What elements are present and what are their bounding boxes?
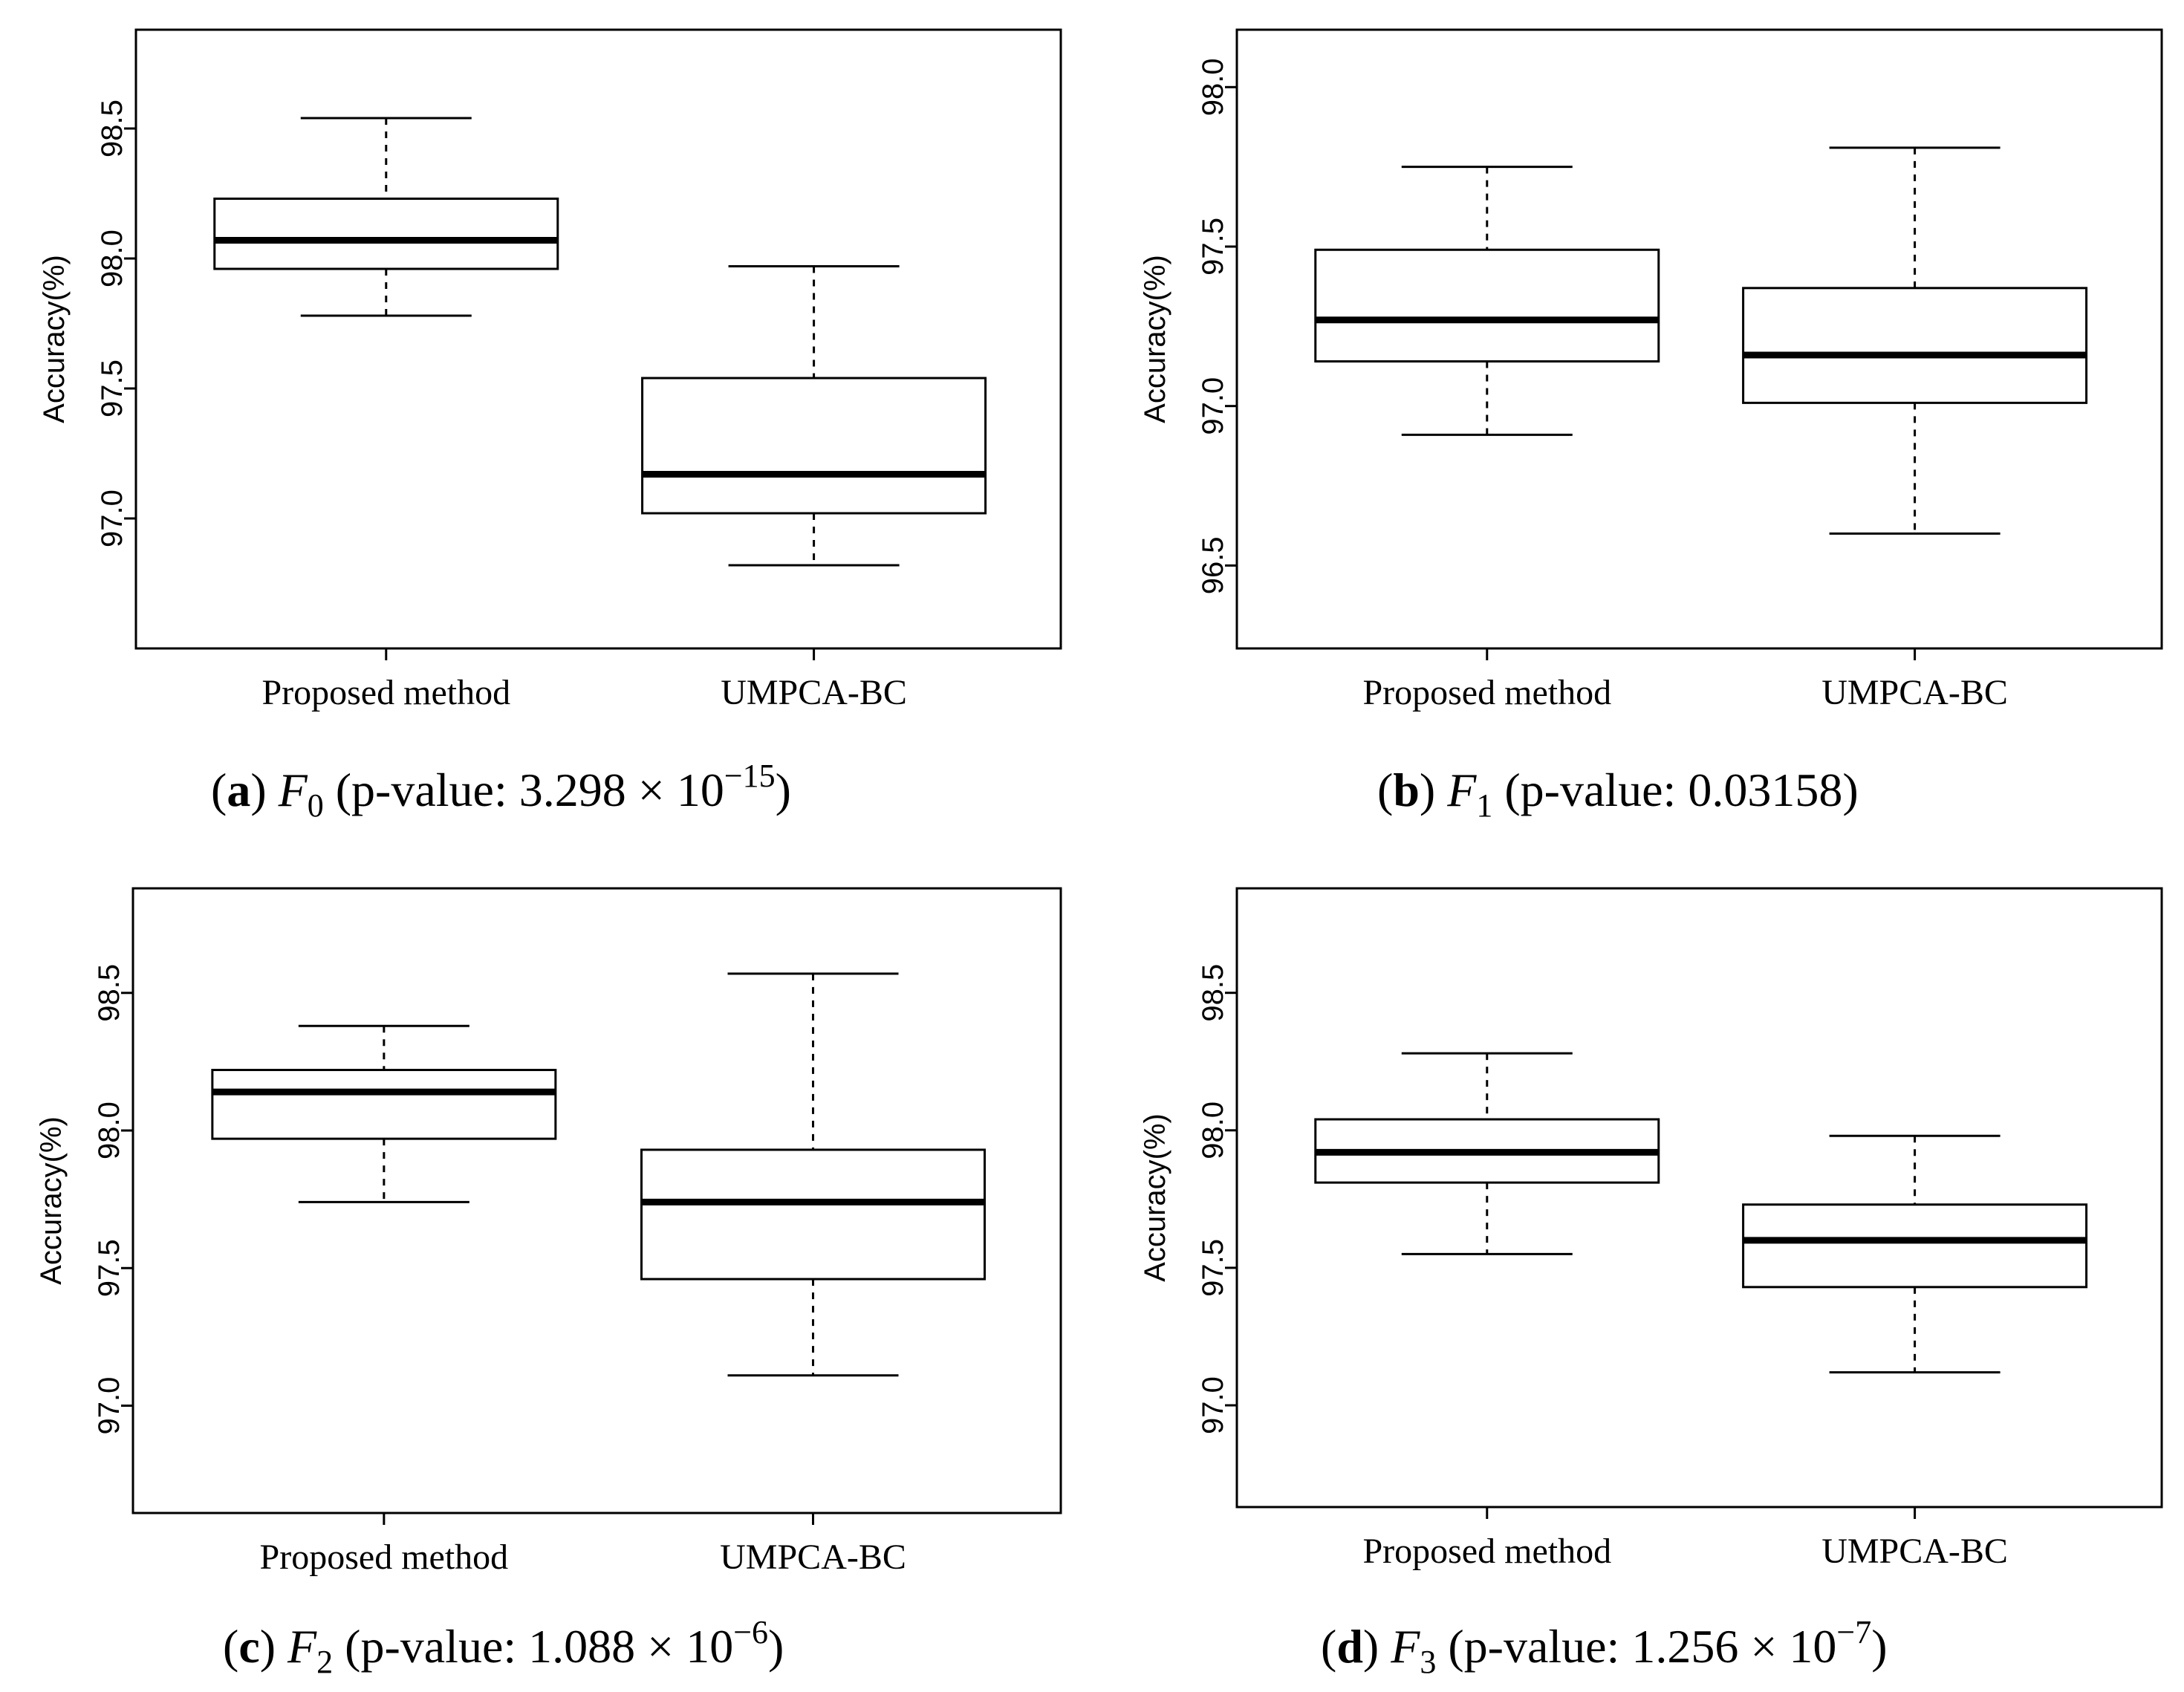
box-proposed-method: [1314, 1052, 1660, 1255]
box-umpca-bc: [1742, 1134, 2088, 1374]
caption-part: ): [250, 764, 278, 816]
y-tick-label: 97.0: [1197, 377, 1229, 435]
y-tick-label: 98.0: [93, 1102, 126, 1159]
y-axis-label: Accuracy(%): [1139, 255, 1171, 423]
box-proposed-method: [211, 1024, 557, 1203]
iqr-box: [1742, 1203, 2088, 1289]
caption-part: (p-value: 1.256 × 10: [1436, 1620, 1836, 1673]
caption-part: −6: [733, 1614, 768, 1650]
y-tick-label: 97.5: [1197, 218, 1229, 276]
y-tick-label: 98.0: [1197, 58, 1229, 116]
caption-part: (: [223, 1620, 238, 1673]
y-axis-label: Accuracy(%): [35, 1116, 68, 1285]
caption-part: ): [1871, 1620, 1887, 1673]
plot-frame: [1235, 28, 2163, 650]
y-tick-label: 98.5: [1197, 964, 1229, 1022]
x-tick-label: Proposed method: [1362, 1532, 1611, 1571]
panel-c: 97.0 97.5 98.0 98.5 Accuracy(%) Proposed meth…: [35, 887, 1062, 1680]
y-tick-label: 98.0: [1197, 1102, 1229, 1159]
x-tick-label: Proposed method: [1362, 673, 1611, 712]
y-tick-label: 97.0: [93, 1377, 126, 1435]
caption-part: (: [1377, 764, 1393, 816]
caption-part: 0: [308, 787, 324, 824]
y-tick-label: 98.5: [93, 964, 126, 1022]
caption-part: c: [238, 1620, 259, 1673]
x-tick-label: Proposed method: [260, 1538, 509, 1577]
caption-part: ): [776, 764, 791, 816]
caption-part: 2: [316, 1644, 333, 1680]
panel-caption: (d) F3 (p-value: 1.256 × 10−7): [1321, 1614, 1888, 1680]
caption-part: 1: [1476, 787, 1492, 824]
caption-part: (: [1321, 1620, 1336, 1673]
plot-frame: [134, 28, 1062, 650]
caption-part: −15: [724, 758, 776, 794]
y-tick-label: 97.0: [1197, 1376, 1229, 1434]
y-tick-label: 97.0: [96, 489, 129, 547]
y-axis-label: Accuracy(%): [1139, 1113, 1171, 1282]
y-tick-label: 97.5: [1197, 1239, 1229, 1297]
caption-part: ): [1363, 1620, 1391, 1673]
caption-part: ): [260, 1620, 287, 1673]
x-tick-label: UMPCA-BC: [1821, 673, 2008, 712]
panel-caption: (a) F0 (p-value: 3.298 × 10−15): [211, 758, 791, 824]
caption-part: F: [1446, 764, 1477, 816]
caption-part: (p-value: 1.088 × 10: [333, 1620, 733, 1673]
iqr-box: [1742, 287, 2088, 404]
y-tick-label: 97.5: [93, 1239, 126, 1297]
iqr-box: [213, 198, 559, 270]
box-umpca-bc: [640, 972, 987, 1377]
y-tick-label: 97.5: [96, 359, 129, 417]
box-umpca-bc: [641, 265, 987, 567]
iqr-box: [640, 1148, 987, 1281]
box-umpca-bc: [1742, 146, 2088, 535]
caption-part: F: [1390, 1620, 1420, 1673]
caption-part: 3: [1420, 1644, 1436, 1680]
caption-part: (p-value: 3.298 × 10: [324, 764, 724, 816]
caption-part: ): [1420, 764, 1447, 816]
y-tick-label: 98.5: [96, 100, 129, 157]
caption-part: b: [1393, 764, 1420, 816]
x-tick-label: UMPCA-BC: [721, 673, 907, 712]
caption-part: F: [287, 1620, 317, 1673]
caption-part: (p-value: 0.03158): [1492, 764, 1858, 816]
box-proposed-method: [1314, 166, 1660, 436]
panel-d: 97.0 97.5 98.0 98.5 Accuracy(%) Proposed meth…: [1139, 887, 2163, 1680]
y-tick-label: 98.0: [96, 230, 129, 287]
panel-a: 97.0 97.5 98.0 98.5 Accuracy(%) Proposed meth…: [38, 28, 1062, 824]
x-tick-label: Proposed method: [261, 673, 510, 712]
caption-part: F: [278, 764, 308, 816]
panel-caption: (c) F2 (p-value: 1.088 × 10−6): [223, 1614, 784, 1680]
x-tick-label: UMPCA-BC: [720, 1538, 906, 1577]
x-tick-label: UMPCA-BC: [1821, 1532, 2008, 1571]
y-axis-label: Accuracy(%): [38, 255, 71, 423]
iqr-box: [1314, 248, 1660, 363]
iqr-box: [211, 1069, 557, 1140]
panel-b: 96.5 97.0 97.5 98.0 Accuracy(%) Proposed meth…: [1139, 28, 2163, 824]
caption-part: ): [768, 1620, 784, 1673]
caption-part: a: [227, 764, 250, 816]
plot-frame: [1235, 887, 2163, 1509]
y-tick-label: 96.5: [1197, 536, 1229, 594]
caption-part: −7: [1836, 1614, 1871, 1650]
caption-part: (: [211, 764, 227, 816]
box-proposed-method: [213, 117, 559, 317]
caption-part: d: [1336, 1620, 1363, 1673]
iqr-box: [641, 377, 987, 515]
plot-frame: [131, 887, 1062, 1514]
panel-caption: (b) F1 (p-value: 0.03158): [1377, 764, 1859, 824]
